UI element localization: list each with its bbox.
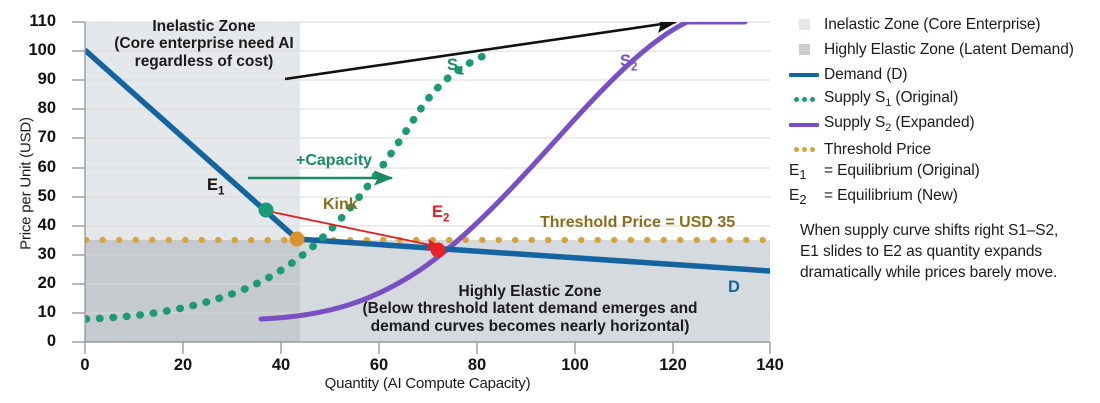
legend-e1-subscript: 1 — [799, 167, 807, 183]
supply-shift-arrow — [284, 22, 678, 81]
s2-label: S2 — [620, 52, 637, 74]
e2-label: E2 — [432, 203, 449, 225]
legend-item-elastic-zone: Highly Elastic Zone (Latent Demand) — [784, 37, 1100, 62]
inelastic-zone-line-2: (Core enterprise need AI — [114, 35, 294, 53]
supply-s1-curve — [85, 49, 494, 323]
legend-item-threshold-price: Threshold Price — [784, 137, 1100, 162]
legend-item-equilibrium-1: E1 = Equilibrium (Original) — [784, 162, 1100, 187]
dotted-line-icon — [784, 141, 824, 159]
x-tick-0: 0 — [80, 356, 90, 374]
x-axis-label: Quantity (AI Compute Capacity) — [324, 375, 531, 392]
y-tick-110: 110 — [29, 12, 56, 30]
y-tick-0: 0 — [46, 332, 56, 350]
chart-legend: Inelastic Zone (Core Enterprise) Highly … — [784, 12, 1100, 212]
legend-label-supply-s2: Supply S2 (Expanded) — [824, 114, 975, 134]
legend-e2-subscript: 2 — [799, 192, 807, 208]
y-tick-100: 100 — [28, 41, 56, 59]
note-line-2: E1 slides to E2 as quantity expands — [800, 242, 1043, 260]
legend-label-elastic-zone: Highly Elastic Zone (Latent Demand) — [824, 40, 1074, 58]
note-line-1: When supply curve shifts right S1–S2, — [800, 222, 1059, 239]
y-axis-label: Price per Unit (USD) — [17, 117, 35, 250]
y-tick-70: 70 — [37, 128, 56, 146]
x-axis-ticks — [84, 342, 771, 354]
legend-label-demand: Demand (D) — [824, 65, 908, 83]
kink-leader-line — [271, 211, 441, 250]
legend-label-supply-s1: Supply S1 (Original) — [824, 89, 958, 109]
legend-e2-letter: E — [789, 187, 800, 204]
legend-label-equilibrium-2: = Equilibrium (New) — [824, 187, 958, 204]
inelastic-zone-line-1: Inelastic Zone — [152, 18, 256, 35]
legend-item-equilibrium-2: E2 = Equilibrium (New) — [784, 187, 1100, 212]
legend-label-threshold-price: Threshold Price — [824, 140, 932, 158]
legend-item-demand: Demand (D) — [784, 62, 1100, 87]
legend-s1-post: (Original) — [891, 89, 959, 107]
e1-symbol: E — [207, 176, 219, 194]
legend-s2-pre: Supply S — [824, 114, 886, 132]
y-axis-ticks — [72, 21, 85, 343]
explanatory-note: When supply curve shifts right S1–S2, E1… — [800, 221, 1100, 283]
y-tick-30: 30 — [37, 245, 56, 263]
elastic-zone-line-2: (Below threshold latent demand emerges a… — [362, 300, 698, 318]
marker-kink — [289, 231, 305, 247]
solid-line-icon — [784, 116, 824, 134]
elastic-zone-line-3: demand curves becomes nearly horizontal) — [370, 317, 690, 335]
legend-s2-post: (Expanded) — [891, 114, 975, 132]
x-tick-40: 40 — [271, 356, 291, 374]
x-tick-120: 120 — [659, 356, 687, 374]
inelastic-zone-annotation: Inelastic Zone (Core enterprise need AI … — [98, 18, 310, 70]
elastic-zone-annotation: Highly Elastic Zone (Below threshold lat… — [355, 283, 705, 335]
legend-s1-pre: Supply S — [824, 89, 886, 107]
legend-e1-letter: E — [789, 162, 800, 179]
x-tick-100: 100 — [561, 356, 589, 374]
zone-swatch-icon — [784, 16, 824, 34]
y-tick-20: 20 — [37, 274, 56, 292]
zone-swatch-icon — [784, 41, 824, 59]
legend-e2-symbol: E2 — [789, 187, 824, 207]
zone-backgrounds — [85, 22, 770, 342]
y-tick-40: 40 — [37, 216, 56, 234]
s2-subscript: 2 — [631, 61, 638, 74]
y-tick-10: 10 — [37, 303, 56, 321]
y-tick-60: 60 — [37, 158, 56, 176]
x-tick-80: 80 — [467, 356, 487, 374]
e1-subscript: 1 — [218, 185, 225, 198]
x-tick-140: 140 — [756, 356, 784, 374]
legend-label-inelastic-zone: Inelastic Zone (Core Enterprise) — [824, 15, 1041, 33]
legend-e1-symbol: E1 — [789, 162, 824, 182]
y-tick-50: 50 — [37, 187, 56, 205]
marker-e2 — [430, 242, 446, 258]
solid-line-icon — [784, 66, 824, 84]
threshold-price-annotation: Threshold Price = USD 35 — [540, 214, 736, 231]
dotted-line-icon — [784, 91, 824, 109]
x-tick-60: 60 — [369, 356, 389, 374]
s1-subscript: 1 — [458, 65, 465, 78]
e2-subscript: 2 — [443, 212, 450, 225]
zone-overlap — [85, 240, 300, 342]
s2-symbol: S — [620, 52, 632, 70]
demand-curve-label: D — [728, 278, 740, 296]
s1-label: S1 — [447, 56, 464, 78]
s1-symbol: S — [447, 56, 459, 74]
y-tick-90: 90 — [37, 70, 56, 88]
legend-s1-sub: 1 — [885, 97, 892, 110]
x-tick-20: 20 — [173, 356, 193, 374]
legend-label-equilibrium-1: = Equilibrium (Original) — [824, 162, 980, 179]
e2-symbol: E — [432, 203, 444, 221]
legend-item-supply-s2: Supply S2 (Expanded) — [784, 112, 1100, 137]
kink-annotation: Kink — [323, 196, 358, 213]
legend-item-inelastic-zone: Inelastic Zone (Core Enterprise) — [784, 12, 1100, 37]
marker-e1 — [258, 202, 274, 218]
note-line-3: dramatically while prices barely move. — [800, 263, 1058, 281]
supply-s2-curve — [258, 22, 748, 322]
inelastic-zone-line-3: regardless of cost) — [134, 52, 274, 70]
e1-label: E1 — [207, 176, 224, 198]
y-tick-80: 80 — [37, 99, 56, 117]
legend-item-supply-s1: Supply S1 (Original) — [784, 87, 1100, 112]
legend-s2-sub: 2 — [885, 122, 892, 135]
elastic-zone-line-1: Highly Elastic Zone — [458, 283, 602, 300]
capacity-annotation: +Capacity — [296, 152, 373, 169]
